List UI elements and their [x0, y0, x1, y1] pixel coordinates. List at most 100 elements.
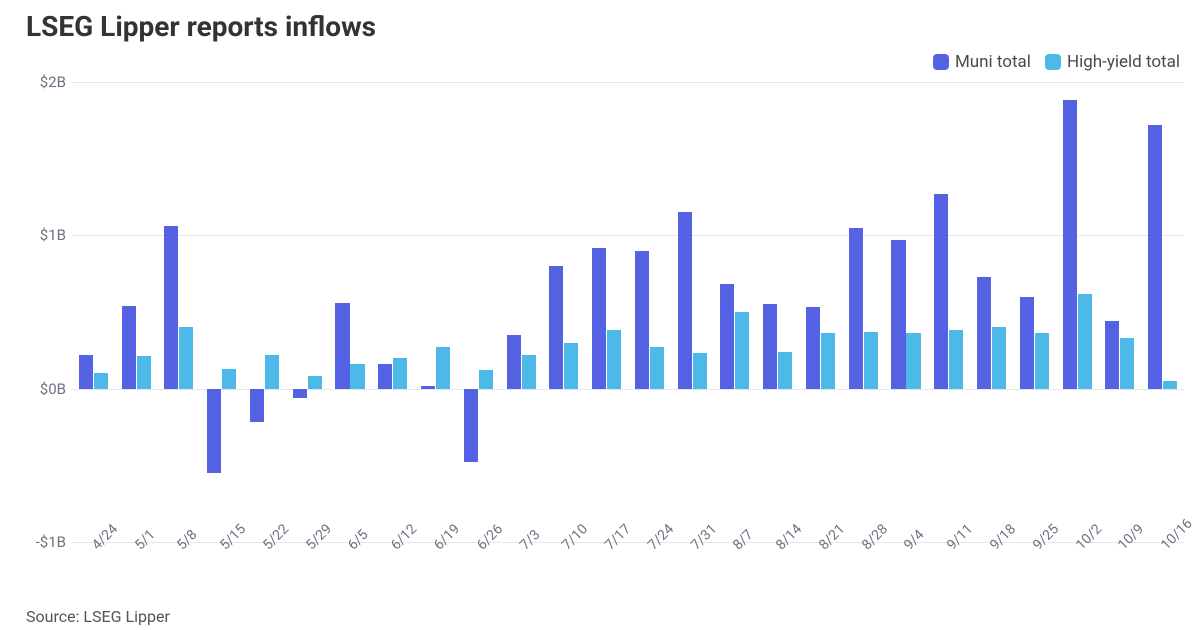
bar-hy: [179, 327, 193, 388]
bar-muni: [849, 228, 863, 389]
x-tick-label: 8/21: [816, 521, 848, 553]
bar-muni: [378, 364, 392, 389]
bar-group: 6/19: [421, 82, 450, 542]
bar-group: 7/31: [678, 82, 707, 542]
bar-muni: [763, 304, 777, 388]
x-tick-label: 10/9: [1115, 521, 1147, 553]
bar-hy: [522, 355, 536, 389]
bar-hy: [308, 376, 322, 388]
legend-swatch-hy: [1045, 54, 1061, 70]
x-tick-label: 5/22: [260, 521, 292, 553]
bar-group: 5/15: [207, 82, 236, 542]
bar-group: 4/24: [79, 82, 108, 542]
x-tick-label: 9/4: [901, 527, 928, 554]
bar-group: 9/11: [934, 82, 963, 542]
bar-group: 10/2: [1063, 82, 1092, 542]
bar-muni: [1063, 100, 1077, 388]
bar-muni: [678, 212, 692, 388]
bar-hy: [992, 327, 1006, 388]
bar-group: 9/4: [891, 82, 920, 542]
x-tick-label: 9/25: [1030, 521, 1062, 553]
bar-hy: [1163, 381, 1177, 389]
gridline: [72, 235, 1184, 236]
bar-hy: [778, 352, 792, 389]
bar-group: 7/17: [592, 82, 621, 542]
bar-hy: [821, 333, 835, 388]
bar-group: 5/29: [293, 82, 322, 542]
bar-hy: [949, 330, 963, 388]
gridline: [72, 389, 1184, 390]
plot-area: -$1B$0B$1B$2B4/245/15/85/155/225/296/56/…: [72, 82, 1184, 542]
x-tick-label: 8/28: [859, 521, 891, 553]
bar-hy: [693, 353, 707, 388]
x-tick-label: 6/26: [474, 521, 506, 553]
bar-muni: [79, 355, 93, 389]
source-attribution: Source: LSEG Lipper: [26, 607, 170, 626]
x-tick-label: 5/8: [174, 527, 201, 554]
y-tick-label: $1B: [26, 226, 66, 244]
bar-muni: [635, 251, 649, 389]
x-tick-label: 10/2: [1073, 521, 1105, 553]
x-tick-label: 7/31: [688, 521, 720, 553]
bar-muni: [421, 386, 435, 389]
bar-muni: [934, 194, 948, 389]
bar-group: 10/9: [1105, 82, 1134, 542]
x-tick-label: 7/3: [517, 527, 544, 554]
bar-muni: [250, 389, 264, 423]
chart-title: LSEG Lipper reports inflows: [0, 0, 1200, 43]
chart: -$1B$0B$1B$2B4/245/15/85/155/225/296/56/…: [26, 82, 1184, 572]
bar-hy: [864, 332, 878, 389]
bar-muni: [207, 389, 221, 473]
bar-group: 7/24: [635, 82, 664, 542]
bar-muni: [464, 389, 478, 463]
bar-muni: [335, 303, 349, 389]
bar-group: 5/22: [250, 82, 279, 542]
x-tick-label: 8/14: [773, 521, 805, 553]
bar-group: 8/28: [849, 82, 878, 542]
bar-group: 10/16: [1148, 82, 1177, 542]
bar-muni: [806, 307, 820, 388]
legend-label-muni: Muni total: [955, 52, 1031, 72]
legend-label-hy: High-yield total: [1067, 52, 1180, 72]
x-tick-label: 8/7: [730, 527, 757, 554]
bar-group: 8/14: [763, 82, 792, 542]
bar-hy: [393, 358, 407, 389]
bar-muni: [977, 277, 991, 389]
bar-group: 7/10: [549, 82, 578, 542]
x-tick-label: 9/18: [987, 521, 1019, 553]
bar-hy: [436, 347, 450, 388]
bar-muni: [122, 306, 136, 389]
bar-hy: [265, 355, 279, 389]
y-tick-label: -$1B: [26, 533, 66, 551]
bar-muni: [1148, 125, 1162, 389]
x-tick-label: 7/10: [559, 521, 591, 553]
bar-hy: [137, 356, 151, 388]
bar-hy: [1035, 333, 1049, 388]
x-tick-label: 7/17: [602, 521, 634, 553]
legend-item-hy: High-yield total: [1045, 52, 1180, 72]
bar-hy: [1120, 338, 1134, 389]
bar-muni: [720, 284, 734, 388]
bar-group: 7/3: [507, 82, 536, 542]
gridline: [72, 82, 1184, 83]
bar-group: 5/1: [122, 82, 151, 542]
bar-muni: [293, 389, 307, 398]
bar-hy: [650, 347, 664, 388]
legend-item-muni: Muni total: [933, 52, 1031, 72]
bar-muni: [549, 266, 563, 389]
y-tick-label: $2B: [26, 73, 66, 91]
x-tick-label: 9/11: [944, 521, 976, 553]
bar-hy: [479, 370, 493, 388]
bar-group: 5/8: [164, 82, 193, 542]
bar-hy: [1078, 294, 1092, 389]
bar-hy: [94, 373, 108, 388]
bar-hy: [350, 364, 364, 389]
bar-hy: [222, 369, 236, 389]
bar-group: 9/18: [977, 82, 1006, 542]
x-tick-label: 5/1: [132, 527, 159, 554]
bar-muni: [891, 240, 905, 389]
bar-group: 6/5: [335, 82, 364, 542]
x-tick-label: 7/24: [645, 521, 677, 553]
x-tick-label: 10/16: [1158, 516, 1196, 554]
bar-group: 8/21: [806, 82, 835, 542]
